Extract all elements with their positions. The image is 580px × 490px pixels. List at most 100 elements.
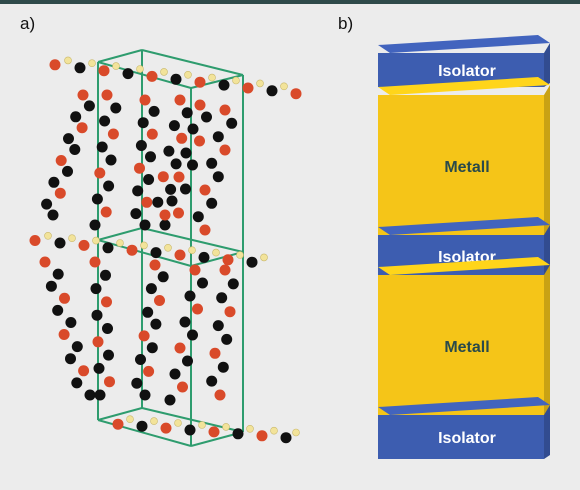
red-atom: [134, 162, 145, 174]
red-atom: [199, 224, 211, 236]
atom-group: [29, 56, 302, 444]
red-atom: [146, 128, 158, 140]
yellow-atom: [198, 421, 206, 429]
layer-label: Isolator: [438, 63, 496, 80]
red-atom: [100, 206, 112, 218]
yellow-atom: [188, 246, 196, 254]
black-atom: [150, 318, 162, 330]
black-atom: [143, 174, 155, 185]
red-atom: [89, 256, 101, 268]
layer-label: Metall: [444, 339, 489, 356]
red-atom: [242, 82, 254, 94]
black-atom: [52, 304, 64, 316]
yellow-atom: [184, 71, 192, 79]
yellow-atom: [280, 82, 288, 91]
red-atom: [94, 167, 106, 179]
red-atom: [194, 76, 206, 88]
layer-top-face: [378, 257, 550, 275]
red-atom: [209, 347, 221, 359]
black-atom: [41, 198, 53, 210]
yellow-atom: [150, 417, 158, 425]
red-atom: [224, 306, 236, 318]
red-atom: [39, 256, 51, 268]
red-atom: [208, 426, 220, 438]
black-atom: [198, 251, 210, 263]
black-atom: [184, 424, 196, 436]
black-atom: [135, 354, 146, 365]
black-atom: [103, 349, 114, 361]
red-atom: [143, 365, 155, 377]
layer-side-face: [544, 405, 550, 459]
black-atom: [152, 196, 164, 208]
layer-front-face: [378, 95, 544, 237]
black-atom: [96, 141, 108, 153]
black-atom: [99, 115, 111, 127]
yellow-atom: [236, 251, 244, 259]
red-atom: [49, 59, 61, 71]
black-atom: [52, 268, 64, 280]
yellow-atom: [270, 426, 278, 435]
black-atom: [159, 219, 171, 231]
black-atom: [139, 219, 151, 231]
black-atom: [45, 280, 57, 292]
red-atom: [177, 381, 188, 393]
black-atom: [71, 341, 83, 353]
black-atom: [105, 154, 117, 166]
red-atom: [159, 209, 171, 221]
black-atom: [227, 278, 239, 290]
black-atom: [65, 317, 77, 328]
red-atom: [126, 244, 138, 256]
black-atom: [169, 368, 181, 380]
red-atom: [154, 295, 165, 306]
black-atom: [206, 157, 218, 169]
black-atom: [217, 361, 229, 373]
red-atom: [98, 65, 110, 77]
red-atom: [138, 330, 150, 342]
black-atom: [226, 117, 238, 129]
red-atom: [219, 144, 231, 156]
black-atom: [212, 320, 224, 332]
black-atom: [206, 197, 218, 209]
insulator-layer: Isolator: [378, 35, 550, 87]
red-atom: [54, 187, 66, 199]
yellow-atom: [174, 419, 182, 427]
yellow-atom: [292, 428, 300, 437]
red-atom: [192, 303, 203, 315]
black-atom: [54, 237, 66, 249]
red-atom: [189, 264, 201, 276]
black-atom: [94, 389, 106, 401]
black-atom: [187, 159, 198, 171]
red-atom: [256, 430, 268, 442]
unit-cell-edge: [97, 407, 143, 421]
black-atom: [187, 329, 198, 341]
red-atom: [139, 94, 151, 106]
black-atom: [110, 102, 122, 114]
yellow-atom: [88, 59, 96, 68]
yellow-atom: [256, 79, 264, 88]
black-atom: [184, 290, 196, 302]
red-atom: [174, 94, 186, 106]
black-atom: [48, 176, 60, 188]
red-atom: [214, 389, 226, 401]
red-atom: [157, 171, 169, 183]
black-atom: [145, 283, 157, 295]
black-atom: [122, 68, 134, 80]
unit-cell-edge: [97, 49, 143, 63]
black-atom: [197, 277, 208, 289]
red-atom: [77, 89, 89, 101]
red-atom: [112, 418, 124, 430]
unit-cell-edge: [97, 227, 143, 241]
red-atom: [174, 249, 186, 261]
unit-cell-edge: [141, 227, 244, 253]
red-atom: [219, 264, 231, 276]
black-atom: [218, 79, 230, 91]
black-atom: [70, 111, 82, 123]
black-atom: [212, 171, 224, 183]
yellow-atom: [68, 234, 76, 242]
red-atom: [92, 336, 104, 348]
black-atom: [187, 123, 199, 135]
yellow-atom: [164, 244, 172, 252]
red-atom: [222, 254, 234, 266]
red-atom: [101, 296, 112, 308]
